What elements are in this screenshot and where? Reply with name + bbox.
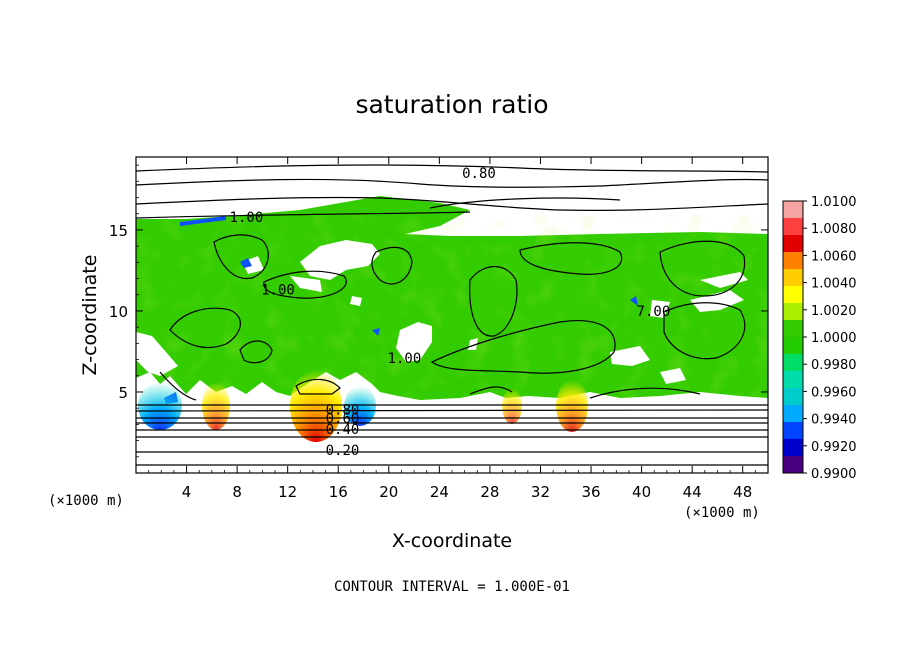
x-unit-label-right: (×1000 m) bbox=[684, 505, 760, 521]
colorbar-label: 1.0060 bbox=[811, 249, 857, 264]
x-tick-label: 28 bbox=[480, 483, 499, 501]
plot-area: 0.801.001.001.007.000.800.600.400.20 bbox=[136, 157, 768, 473]
x-tick-label: 16 bbox=[329, 483, 348, 501]
colorbar-swatch bbox=[783, 252, 803, 270]
colorbar-swatch bbox=[783, 422, 803, 440]
supersaturation-core-3 bbox=[556, 380, 588, 432]
chart-title: saturation ratio bbox=[355, 90, 548, 119]
x-tick-label: 4 bbox=[182, 483, 192, 501]
contour-label: 0.80 bbox=[462, 166, 496, 182]
contour-label: 7.00 bbox=[637, 304, 671, 320]
contour-label: 0.20 bbox=[326, 443, 360, 459]
colorbar-label: 0.9980 bbox=[811, 358, 857, 373]
contour-label: 0.80 bbox=[326, 403, 360, 419]
colorbar-label: 1.0080 bbox=[811, 222, 857, 237]
contour-label: 1.00 bbox=[230, 210, 264, 226]
x-tick-label: 20 bbox=[379, 483, 398, 501]
y-tick-label: 10 bbox=[109, 303, 128, 321]
x-tick-label: 24 bbox=[430, 483, 449, 501]
colorbar-swatch bbox=[783, 269, 803, 287]
colorbar-swatch bbox=[783, 286, 803, 304]
colorbar: 1.0100 1.0080 1.0060 1.0040 1.0020 1.0000 0.99… bbox=[782, 195, 857, 482]
x-axis: 4 8 12 16 20 24 28 32 36 40 44 48 bbox=[148, 157, 756, 501]
x-tick-label: 36 bbox=[581, 483, 600, 501]
colorbar-swatch bbox=[783, 354, 803, 372]
colorbar-swatch bbox=[783, 303, 803, 321]
contour-label: 0.40 bbox=[326, 422, 360, 438]
colorbar-label: 1.0100 bbox=[811, 195, 857, 210]
colorbar-swatch bbox=[783, 218, 803, 236]
colorbar-label: 0.9920 bbox=[811, 440, 857, 455]
contour-label: 1.00 bbox=[261, 283, 295, 299]
supersaturation-core-1 bbox=[290, 370, 342, 442]
colorbar-swatch bbox=[783, 405, 803, 423]
x-tick-label: 48 bbox=[733, 483, 752, 501]
colorbar-label: 1.0020 bbox=[811, 304, 857, 319]
colorbar-swatch bbox=[783, 235, 803, 253]
colorbar-swatch bbox=[783, 456, 803, 474]
contour-labels: 0.801.001.001.007.000.800.600.400.20 bbox=[230, 166, 671, 459]
x-tick-label: 8 bbox=[232, 483, 242, 501]
colorbar-swatch bbox=[783, 388, 803, 406]
colorbar-swatch bbox=[783, 320, 803, 338]
subsaturation-core-2 bbox=[344, 386, 376, 426]
x-unit-label-left: (×1000 m) bbox=[48, 493, 124, 509]
colorbar-swatch bbox=[783, 201, 803, 219]
x-tick-label: 44 bbox=[683, 483, 702, 501]
y-tick-label: 5 bbox=[118, 384, 128, 402]
colorbar-label: 1.0000 bbox=[811, 331, 857, 346]
contour-label: 1.00 bbox=[388, 351, 422, 367]
x-tick-label: 12 bbox=[278, 483, 297, 501]
y-axis: 5 10 15 bbox=[109, 164, 768, 458]
colorbar-label: 0.9960 bbox=[811, 385, 857, 400]
contour-lines bbox=[136, 164, 768, 466]
colorbar-swatch bbox=[783, 439, 803, 457]
x-tick-label: 40 bbox=[632, 483, 651, 501]
x-tick-label: 32 bbox=[531, 483, 550, 501]
contour-interval-note: CONTOUR INTERVAL = 1.000E-01 bbox=[334, 579, 570, 595]
x-axis-title: X-coordinate bbox=[392, 530, 512, 552]
y-tick-label: 15 bbox=[109, 222, 128, 240]
colorbar-label: 0.9900 bbox=[811, 467, 857, 482]
contour-label: 0.60 bbox=[326, 411, 360, 427]
colorbar-label: 1.0040 bbox=[811, 277, 857, 292]
supersaturation-core-4 bbox=[502, 388, 522, 424]
colorbar-label: 0.9940 bbox=[811, 413, 857, 428]
y-axis-title: Z-coordinate bbox=[79, 255, 101, 376]
colorbar-swatch bbox=[783, 371, 803, 389]
colorbar-swatch bbox=[783, 337, 803, 355]
